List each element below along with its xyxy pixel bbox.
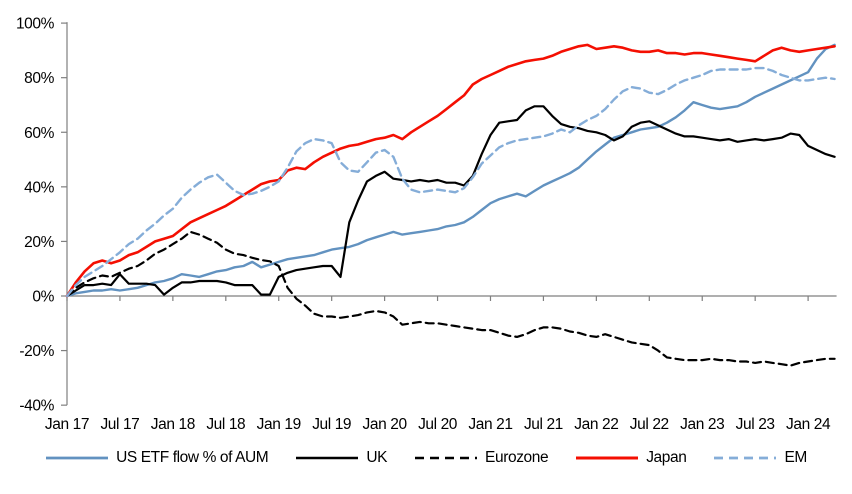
y-axis-tick-label: 20%	[24, 234, 54, 251]
chart-legend: US ETF flow % of AUM UK Eurozone Japan EM	[0, 449, 852, 467]
legend-label-japan: Japan	[646, 449, 687, 466]
legend-label-us-etf-flow-of-aum: US ETF flow % of AUM	[116, 449, 269, 466]
legend-line-japan-icon	[576, 456, 639, 460]
x-axis-tick-label: Jul 20	[418, 416, 458, 433]
x-axis-tick-label: Jul 19	[312, 416, 351, 433]
x-axis-tick-label: Jul 21	[524, 416, 563, 433]
y-axis-tick-label: -40%	[19, 398, 54, 415]
legend-item-eurozone: Eurozone	[414, 449, 549, 467]
y-axis-tick-label: 80%	[24, 70, 54, 87]
series-line-us-etf-flow-of-aum	[65, 43, 836, 298]
y-axis-tick-label: 60%	[24, 125, 54, 142]
x-axis-tick-label: Jul 22	[630, 416, 669, 433]
y-axis-tick-label: 0%	[32, 289, 54, 306]
x-axis-tick-label: Jan 18	[151, 416, 195, 433]
legend-label-em: EM	[784, 449, 807, 466]
series-line-eurozone	[65, 230, 836, 367]
x-axis-tick-label: Jan 24	[786, 416, 831, 433]
legend-line-em-icon	[714, 456, 777, 460]
legend-line-uk-icon	[296, 456, 359, 460]
series-line-japan	[65, 43, 836, 298]
legend-item-uk: UK	[295, 449, 387, 467]
legend-item-us-etf-flow-of-aum: US ETF flow % of AUM	[45, 449, 269, 467]
x-axis-tick-label: Jan 23	[680, 416, 724, 433]
legend-line-eurozone-icon	[415, 456, 478, 460]
legend-label-uk: UK	[366, 449, 388, 466]
x-axis-tick-label: Jul 18	[206, 416, 245, 433]
y-axis-tick-label: 100%	[16, 16, 55, 33]
legend-label-eurozone: Eurozone	[485, 449, 549, 466]
x-axis-tick-label: Jan 19	[257, 416, 301, 433]
legend-item-em: EM	[713, 449, 807, 467]
x-axis-tick-label: Jan 17	[45, 416, 89, 433]
y-axis-tick-label: -20%	[19, 343, 54, 360]
series-line-em	[65, 66, 836, 298]
x-axis-tick-label: Jul 23	[736, 416, 775, 433]
x-axis-tick-label: Jan 22	[574, 416, 618, 433]
y-axis-tick-label: 40%	[24, 179, 54, 196]
series-line-uk	[65, 105, 836, 298]
legend-line-us-etf-flow-of-aum-icon	[46, 456, 109, 460]
legend-item-japan: Japan	[575, 449, 687, 467]
x-axis-tick-label: Jan 20	[363, 416, 408, 433]
x-axis-tick-label: Jan 21	[468, 416, 512, 433]
x-axis-tick-label: Jul 17	[100, 416, 139, 433]
